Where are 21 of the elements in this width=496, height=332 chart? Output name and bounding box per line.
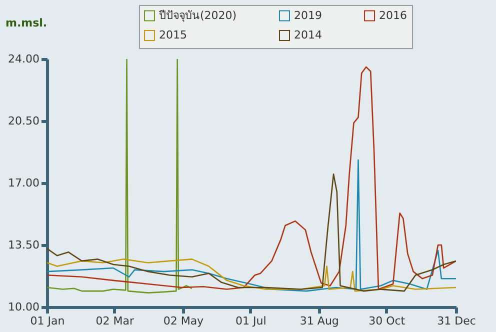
x-tick-label: 02 Mar bbox=[96, 314, 135, 328]
x-tick-label: 31 Dec bbox=[437, 314, 476, 328]
x-tick-label: 30 Oct bbox=[368, 314, 406, 328]
legend-label: 2015 bbox=[159, 28, 187, 42]
y-tick-label: 20.50 bbox=[8, 114, 40, 128]
x-tick-label: 02 May bbox=[163, 314, 204, 328]
legend-label: ปีปัจจุบัน(2020) bbox=[158, 8, 237, 22]
y-tick-label: 24.00 bbox=[8, 52, 40, 66]
y-axis-title: m.msl. bbox=[6, 16, 48, 30]
x-tick-label: 01 Jul bbox=[235, 314, 266, 328]
line-series bbox=[47, 66, 456, 290]
x-tick-label: 31 Aug bbox=[300, 314, 339, 328]
y-tick-label: 17.00 bbox=[8, 176, 40, 190]
y-tick-label: 13.50 bbox=[8, 238, 40, 252]
legend-label: 2016 bbox=[379, 8, 407, 22]
legend-label: 2014 bbox=[294, 28, 322, 42]
x-tick-label: 01 Jan bbox=[30, 314, 65, 328]
y-tick-label: 10.00 bbox=[8, 300, 40, 314]
line-series bbox=[47, 258, 456, 292]
line-series bbox=[47, 59, 193, 294]
legend-label: 2019 bbox=[294, 8, 322, 22]
